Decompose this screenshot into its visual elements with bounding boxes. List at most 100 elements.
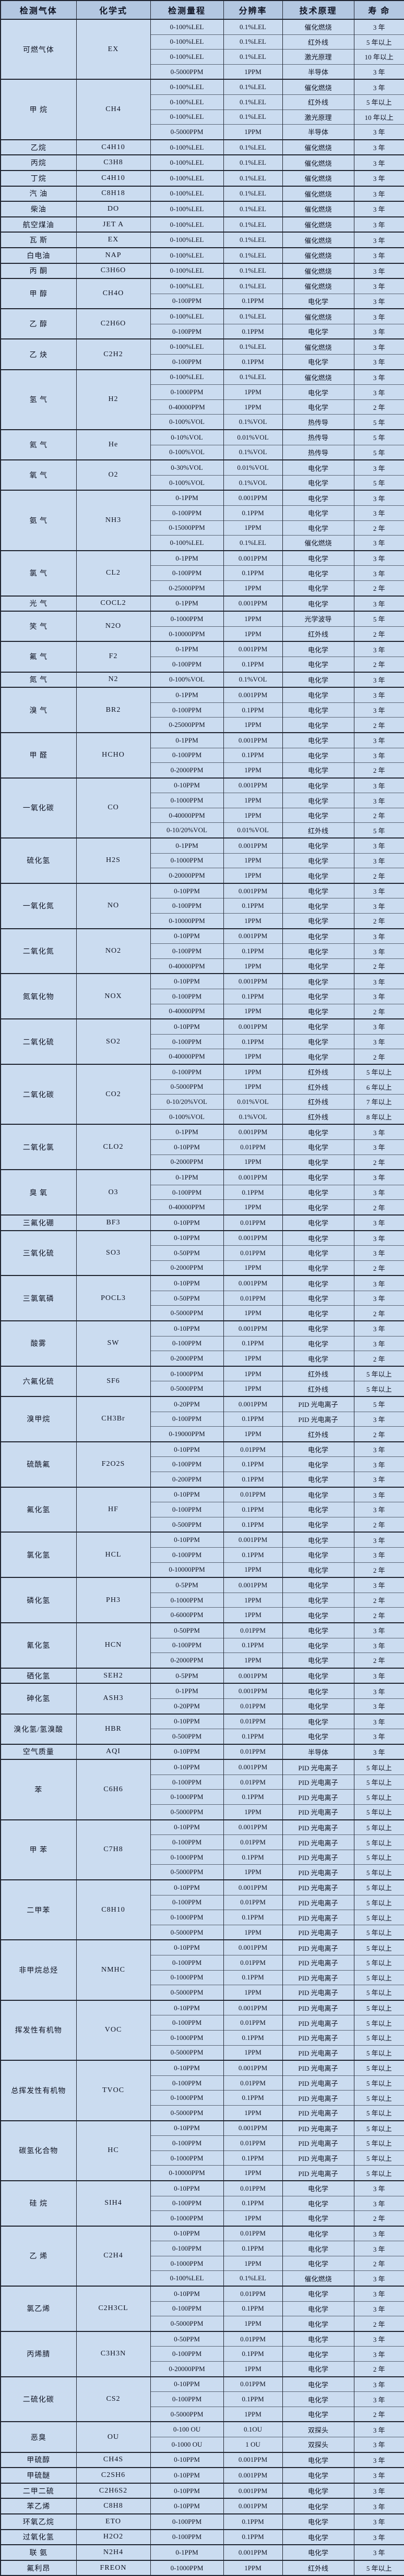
formula-cell: CLO2 xyxy=(76,1124,151,1170)
principle-cell: 电化学 xyxy=(282,1003,354,1019)
table-row: 甲 烷 CH4 0-100%LEL 0.1%LEL 催化燃烧 3 年 xyxy=(0,79,404,140)
principle-cell: 电化学 xyxy=(282,1698,354,1714)
range-cell: 0-100%VOL xyxy=(150,475,224,491)
lifespan-cell: 3 年 xyxy=(353,369,404,385)
lifespan-cell: 3 年 xyxy=(353,837,404,854)
principle-cell: 电化学 xyxy=(282,1729,354,1744)
lifespan-cell: 3 年 xyxy=(353,853,404,868)
principle-cell: 电化学 xyxy=(282,732,354,748)
range-cell: 0-100PPM xyxy=(150,1774,224,1790)
resolution-cell: 0.1PPM xyxy=(223,702,283,718)
formula-cell: SF6 xyxy=(76,1365,151,1397)
lifespan-cell: 5 年 xyxy=(353,611,404,627)
principle-cell: 热传导 xyxy=(282,429,354,445)
resolution-cell: 0.01PPM xyxy=(223,2286,283,2302)
lifespan-cell: 2 年 xyxy=(353,762,404,778)
table-row: 0-5000PPM 1PPM 红外线 6 年以上 xyxy=(1,1079,404,1095)
formula-cell: C3H3N xyxy=(76,2330,151,2377)
table-row: 0-100PPM 0.01PPM PID 光电离子 5 年以上 xyxy=(1,1955,404,1971)
range-cell: 0-100PPM xyxy=(150,2241,224,2256)
lifespan-cell: 5 年以上 xyxy=(353,2150,404,2166)
resolution-cell: 0.1PPM xyxy=(223,1335,283,1351)
table-row: 0-10000PPM 1PPM 电化学 2 年 xyxy=(1,1562,404,1578)
range-cell: 0-100PPM xyxy=(150,354,224,370)
principle-cell: PID 光电离子 xyxy=(282,1789,354,1805)
resolution-cell: 1PPM xyxy=(223,958,283,974)
principle-cell: 电化学 xyxy=(282,671,354,688)
table-row: 0-1000PPM 0.1PPM PID 光电离子 5 年以上 xyxy=(1,2090,404,2106)
principle-cell: 电化学 xyxy=(282,641,354,657)
resolution-cell: 0.01PPM xyxy=(223,2225,283,2241)
principle-cell: PID 光电离子 xyxy=(282,1774,354,1790)
range-cell: 0-100PPM xyxy=(150,1547,224,1563)
range-cell: 0-100PPM xyxy=(150,323,224,339)
lifespan-cell: 8 年以上 xyxy=(353,1109,404,1125)
range-cell: 0-100%LEL xyxy=(150,535,224,551)
table-row: 硫化氢 H2S 0-1PPM 0.001PPM 电化学 3 年 xyxy=(0,837,404,883)
range-cell: 0-6000PPM xyxy=(150,1607,224,1623)
principle-cell: PID 光电离子 xyxy=(282,1939,354,1955)
table-row: 可燃气体 EX 0-100%LEL 0.1%LEL 催化燃烧 3 年 xyxy=(0,18,404,80)
principle-cell: 红外线 xyxy=(282,626,354,642)
range-cell: 0-1000PPM xyxy=(150,2030,224,2046)
lifespan-cell: 5 年以上 xyxy=(353,2030,404,2046)
lifespan-cell: 3 年 xyxy=(353,490,404,506)
lifespan-cell: 10 年以上 xyxy=(353,109,404,125)
table-row: 0-100PPM 0.01PPM PID 光电离子 5 年以上 xyxy=(1,1894,404,1910)
table-row: 0-5000PPM 1PPM PID 光电离子 5 年以上 xyxy=(1,1864,404,1880)
lifespan-cell: 3 年 xyxy=(353,354,404,370)
table-row: 0-19000PPM 1PPM 红外线 2 年 xyxy=(1,1426,404,1442)
gas-name-cell: 一氧化碳 xyxy=(0,777,77,839)
resolution-cell: 0.001PPM xyxy=(223,1320,283,1336)
resolution-cell: 0.1%LEL xyxy=(223,278,283,294)
principle-cell: 催化燃烧 xyxy=(282,535,354,551)
table-row: 0-100PPM 0.1PPM 电化学 3 年 xyxy=(1,293,404,309)
table-row: 溴化氢/氢溴酸 HBR 0-10PPM 0.01PPM 电化学 3 年 xyxy=(0,1713,404,1744)
lifespan-cell: 2 年 xyxy=(353,868,404,883)
resolution-cell: 0.01PPM xyxy=(223,2135,283,2151)
table-row: 0-100PPM 0.1PPM 电化学 3 年 xyxy=(1,747,404,763)
table-row: 氟化氢 HF 0-10PPM 0.01PPM 电化学 3 年 xyxy=(0,1486,404,1533)
formula-cell: EX xyxy=(76,232,151,248)
range-cell: 0-100PPM xyxy=(150,2075,224,2091)
resolution-cell: 0.1%LEL xyxy=(223,308,283,324)
gas-name-cell: 乙 炔 xyxy=(0,338,77,370)
resolution-cell: 1PPM xyxy=(223,384,283,400)
principle-cell: 电化学 xyxy=(282,1592,354,1608)
principle-cell: 热传导 xyxy=(282,414,354,430)
lifespan-cell: 2 年 xyxy=(353,399,404,415)
resolution-cell: 0.001PPM xyxy=(223,490,283,506)
principle-cell: 电化学 xyxy=(282,656,354,672)
table-row: 乙 炔 C2H2 0-100%LEL 0.1%LEL 催化燃烧 3 年 xyxy=(0,338,404,370)
table-row: 0-5000PPM 1PPM PID 光电离子 5 年以上 xyxy=(1,2045,404,2061)
table-row: 氮 气 N2 0-100%VOL 0.1%VOL 电化学 3 年 xyxy=(0,671,404,688)
lifespan-cell: 3 年 xyxy=(353,308,404,324)
table-row: 0-5000PPM 1PPM PID 光电离子 5 年以上 xyxy=(1,1924,404,1940)
lifespan-cell: 7 年以上 xyxy=(353,1094,404,1110)
principle-cell: 电化学 xyxy=(282,490,354,506)
table-row: 0-100PPM 0.1PPM 电化学 3 年 xyxy=(1,354,404,370)
lifespan-cell: 2 年 xyxy=(353,2316,404,2331)
range-cell: 0-100PPM xyxy=(150,1335,224,1351)
resolution-cell: 0.1%LEL xyxy=(223,262,283,279)
resolution-cell: 1PPM xyxy=(223,399,283,415)
range-cell: 0-1PPM xyxy=(150,837,224,854)
table-row: 0-100PPM 0.1PPM 电化学 3 年 xyxy=(1,943,404,959)
range-cell: 0-10PPM xyxy=(150,1018,224,1035)
resolution-cell: 0.001PPM xyxy=(223,595,283,612)
gas-name-cell: 氟 气 xyxy=(0,641,77,672)
lifespan-cell: 5 年以上 xyxy=(353,2165,404,2181)
formula-cell: H2 xyxy=(76,369,151,430)
range-cell: 0-10/20%VOL xyxy=(150,1094,224,1110)
resolution-cell: 0.001PPM xyxy=(223,928,283,944)
principle-cell: 电化学 xyxy=(282,2451,354,2468)
lifespan-cell: 3 年 xyxy=(353,2391,404,2407)
range-cell: 0-10PPM xyxy=(150,973,224,989)
principle-cell: PID 光电离子 xyxy=(282,2165,354,2181)
principle-cell: 红外线 xyxy=(282,1426,354,1442)
principle-cell: 电化学 xyxy=(282,2316,354,2331)
principle-cell: 催化燃烧 xyxy=(282,338,354,355)
lifespan-cell: 5 年以上 xyxy=(353,1985,404,2000)
resolution-cell: 0.001PPM xyxy=(223,2120,283,2136)
